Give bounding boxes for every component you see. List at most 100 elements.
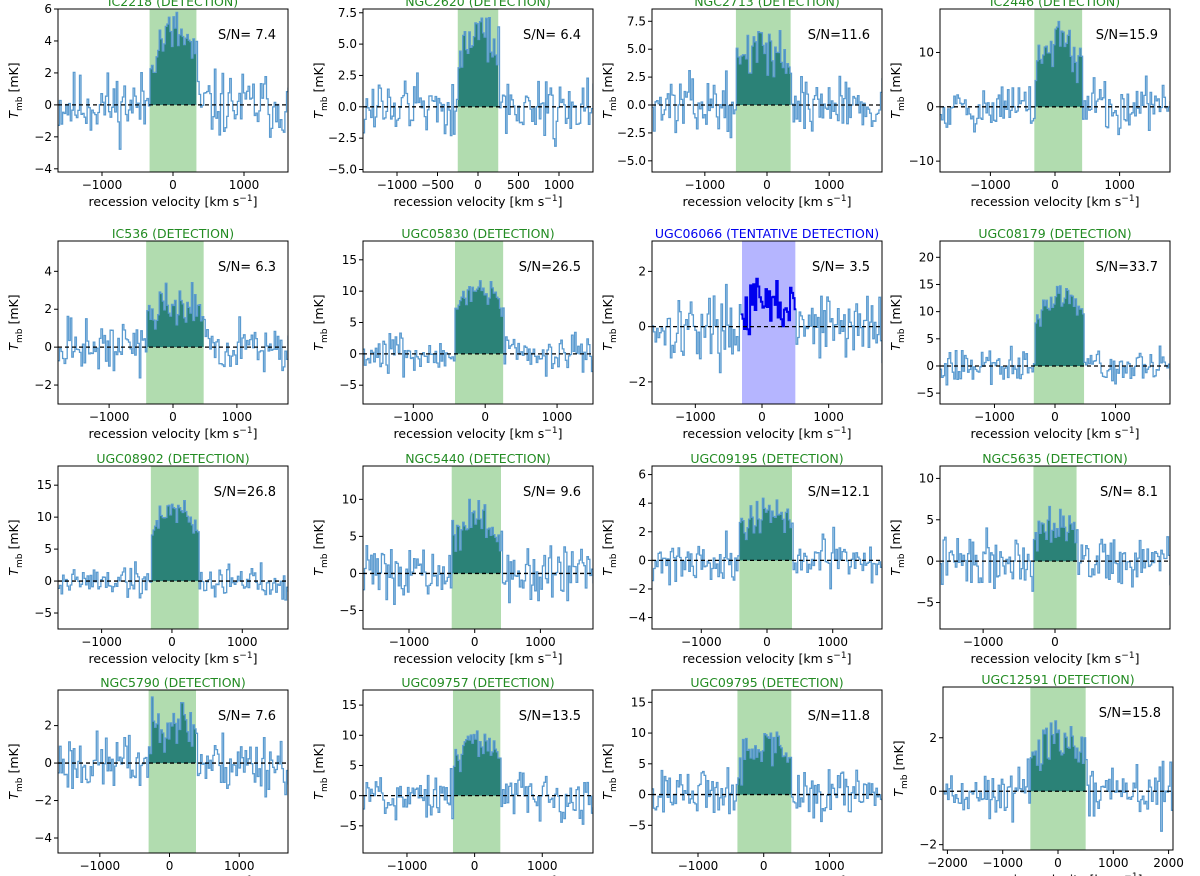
panel-title: UGC08179 (DETECTION)	[978, 226, 1131, 241]
y-tick-label: 10	[342, 492, 357, 506]
x-axis-label: recession velocity [km s−1]	[971, 426, 1140, 441]
signal-fill	[1030, 720, 1086, 804]
sn-label: S/N= 8.1	[1100, 485, 1158, 500]
panel-title: UGC09195 (DETECTION)	[690, 451, 843, 466]
x-tick-label: −1000	[393, 410, 434, 424]
y-tick-label: −2.5	[328, 131, 357, 145]
x-tick-label: −1000	[82, 178, 123, 192]
y-tick-label: 5	[44, 542, 52, 556]
signal-fill	[148, 697, 196, 764]
y-tick-label: 10	[342, 728, 357, 742]
x-tick-label: 1000	[1098, 856, 1129, 870]
y-tick-label: 0	[926, 359, 934, 373]
x-tick-label: 0	[166, 859, 174, 873]
axes-frame	[57, 465, 289, 630]
line-window-region	[148, 690, 196, 853]
y-tick-label: 6	[44, 2, 52, 16]
sn-label: S/N=11.8	[808, 709, 870, 724]
spectrum-line	[652, 30, 882, 139]
y-tick-label: 2	[44, 719, 52, 733]
x-axis-label: recession velocity [km s−1]	[971, 194, 1140, 209]
x-tick-label: 1000	[229, 178, 260, 192]
y-tick-label: 15	[919, 277, 934, 291]
signal-fill	[737, 732, 792, 795]
signal-fill	[451, 499, 501, 588]
y-tick-label: 5	[349, 529, 357, 543]
x-axis-label: recession velocity [km s−1]	[683, 194, 852, 209]
sn-label: S/N= 9.6	[523, 485, 581, 500]
x-tick-label: 1000	[817, 635, 848, 649]
panel-title: UGC12591 (DETECTION)	[981, 672, 1134, 687]
y-axis-label: Tmb [mK]	[600, 743, 619, 799]
y-axis-label: Tmb [mK]	[6, 519, 25, 575]
panel-title: NGC5635 (DETECTION)	[982, 451, 1128, 466]
x-tick-label: 0	[471, 635, 479, 649]
spectrum-line	[363, 498, 593, 605]
spectrum-line	[58, 282, 288, 379]
y-tick-label: 5.0	[627, 42, 646, 56]
y-tick-label: 0	[638, 320, 646, 334]
y-axis-label: Tmb [mK]	[888, 519, 907, 575]
tentative-signal	[740, 277, 797, 336]
y-tick-label: 5.0	[338, 37, 357, 51]
spectrum-panel: −1000 0 1000 −10 0 10 IC2446 (DETECTION) S/N=15…	[888, 0, 1171, 209]
x-tick-label: 1000	[814, 859, 845, 873]
x-tick-label: 0	[169, 178, 177, 192]
y-tick-label: 2.5	[627, 70, 646, 84]
y-axis-label: Tmb [mK]	[311, 743, 330, 799]
y-tick-label: 2	[638, 525, 646, 539]
sn-label: S/N=15.8	[1099, 706, 1161, 721]
signal-fill	[150, 500, 199, 583]
sn-label: S/N=26.8	[214, 485, 276, 500]
x-tick-label: 1000	[222, 410, 253, 424]
y-tick-label: −5.0	[617, 154, 646, 168]
signal-fill	[739, 498, 792, 561]
spectrum-panel: −1000 0 1000 −4 −2 0 2 4 6 UGC09195 (DETECTION) S/…	[600, 451, 883, 666]
y-tick-label: 10	[919, 45, 934, 59]
y-tick-label: −5	[339, 819, 357, 833]
y-axis-label: Tmb [mK]	[888, 62, 907, 118]
x-axis-label: recession velocity [km s−1]	[683, 651, 852, 666]
x-axis-label: recession velocity [km s−1]	[394, 426, 563, 441]
y-axis-label: Tmb [mK]	[6, 743, 25, 799]
y-tick-label: 0	[44, 340, 52, 354]
sn-label: S/N= 6.3	[218, 260, 276, 275]
spectrum-panel: −1000 0 1000 −2 0 2 UGC06066 (TENTATIVE DETECT…	[600, 226, 883, 441]
y-tick-label: −5	[916, 386, 934, 400]
spectrum-panel: −1000 0 1000 −5 0 5 10 15 20 UGC08179 (DETECTION)…	[888, 226, 1171, 441]
x-axis-label: recession velocity [km s−1]	[89, 426, 258, 441]
y-tick-label: 0	[349, 347, 357, 361]
x-tick-label: 0	[169, 410, 177, 424]
x-tick-label: 0	[1054, 856, 1062, 870]
x-tick-label: 0	[763, 178, 771, 192]
x-tick-label: 1000	[542, 410, 573, 424]
spectrum-line	[652, 731, 882, 823]
y-tick-label: 4	[638, 496, 646, 510]
spectrum-panel: −1000 0 1000 −4 −2 0 2 NGC5790 (DETECTION) S/N= …	[6, 675, 289, 876]
sn-label: S/N=26.5	[519, 260, 581, 275]
sn-label: S/N= 3.5	[812, 260, 870, 275]
x-tick-label: −1000	[685, 178, 726, 192]
y-axis-label: Tmb [mK]	[600, 62, 619, 118]
x-tick-label: 500	[507, 178, 530, 192]
x-tick-label: −1000	[80, 859, 121, 873]
spectrum-panel: −1000 −500 0 500 1000 −5.0 −2.5 0.0 2.5 5.0 7.5 NGC…	[311, 0, 594, 209]
y-tick-label: 10	[631, 726, 646, 740]
y-tick-label: 7.5	[627, 14, 646, 28]
x-tick-label: −1000	[681, 635, 722, 649]
y-tick-label: 0	[349, 566, 357, 580]
x-tick-label: 0	[168, 635, 176, 649]
y-tick-label: 2	[638, 264, 646, 278]
panel-title: NGC2620 (DETECTION)	[405, 0, 551, 9]
sn-label: S/N=15.9	[1096, 28, 1158, 43]
panel-title: UGC09795 (DETECTION)	[690, 675, 843, 690]
y-tick-label: −2	[919, 838, 937, 852]
y-tick-label: 4	[44, 34, 52, 48]
y-tick-label: 2	[44, 302, 52, 316]
spectrum-line	[652, 497, 882, 590]
y-tick-label: 0	[638, 553, 646, 567]
y-tick-label: −2.5	[617, 126, 646, 140]
y-tick-label: 0	[44, 756, 52, 770]
y-tick-label: 0	[929, 784, 937, 798]
